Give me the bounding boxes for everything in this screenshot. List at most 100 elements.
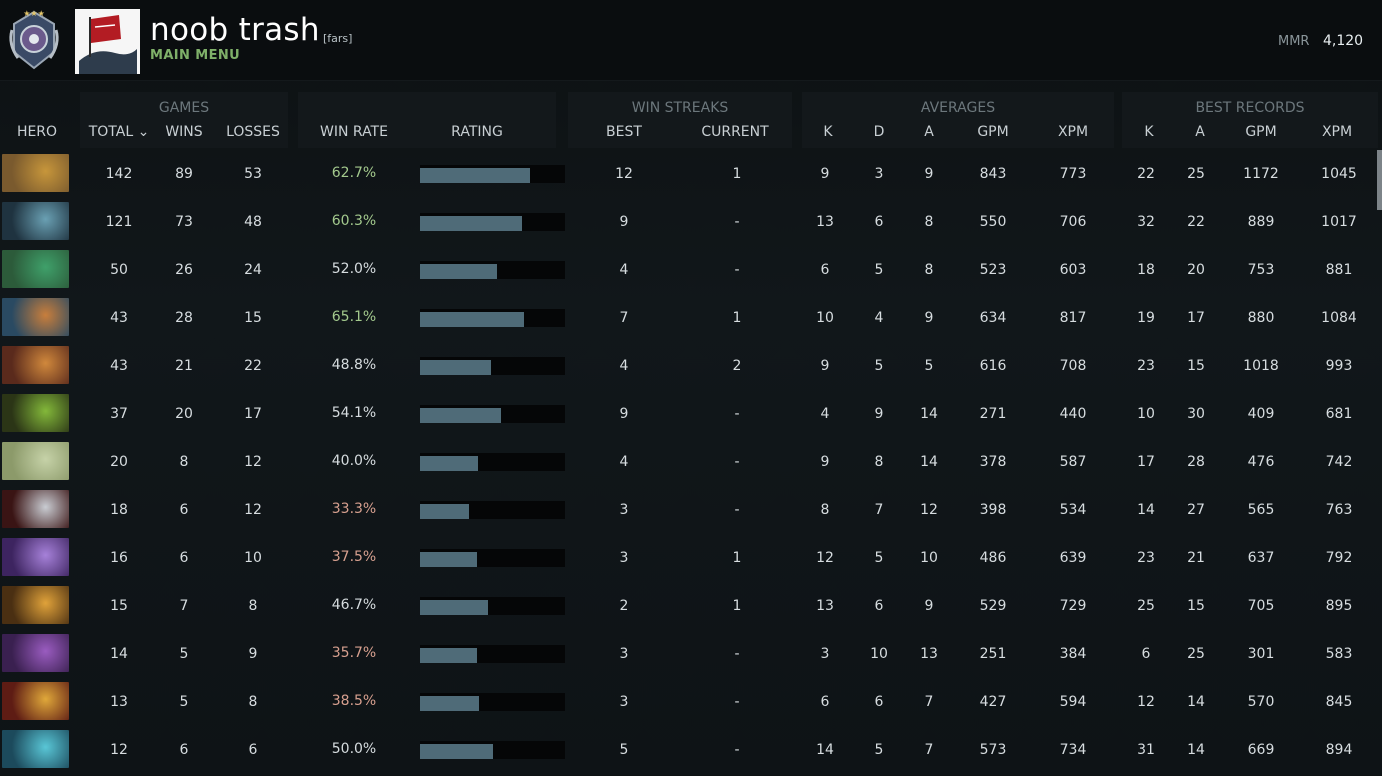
best-records-group-header xyxy=(1122,92,1378,148)
col-best-gpm[interactable]: GPM xyxy=(1245,124,1277,140)
col-best-xpm[interactable]: XPM xyxy=(1321,124,1353,140)
table-row[interactable]: 142 89 53 12 1 9 3 9 843 773 22 25 1172 1045 62.7% xyxy=(0,152,1382,200)
cell-win-rate: 54.1% xyxy=(331,405,377,421)
col-losses[interactable]: LOSSES xyxy=(226,124,280,140)
cell-losses: 8 xyxy=(248,694,258,710)
cell-current: 2 xyxy=(732,358,742,374)
table-row[interactable]: 50 26 24 4 - 6 5 8 523 603 18 20 753 881 52.0% xyxy=(0,248,1382,296)
cell-losses: 48 xyxy=(244,214,262,230)
table-row[interactable]: 15 7 8 2 1 13 6 9 529 729 25 15 705 895 46.7% xyxy=(0,584,1382,632)
hero-portrait[interactable] xyxy=(2,634,69,672)
rating-bar-fill xyxy=(420,360,491,375)
hero-portrait[interactable] xyxy=(2,394,69,432)
hero-portrait[interactable] xyxy=(2,682,69,720)
cell-wins: 7 xyxy=(179,598,189,614)
col-hero[interactable]: HERO xyxy=(16,124,58,140)
cell-win-rate: 37.5% xyxy=(331,549,377,565)
hero-portrait[interactable] xyxy=(2,250,69,288)
table-row[interactable]: 14 5 9 3 - 3 10 13 251 384 6 25 301 583 35.7% xyxy=(0,632,1382,680)
table-row[interactable]: 18 6 12 3 - 8 7 12 398 534 14 27 565 763 33.3% xyxy=(0,488,1382,536)
rating-bar xyxy=(420,453,565,471)
cell-xpm: 534 xyxy=(1059,502,1087,518)
hero-portrait[interactable] xyxy=(2,730,69,768)
hero-portrait[interactable] xyxy=(2,490,69,528)
col-wins[interactable]: WINS xyxy=(165,124,203,140)
rating-bar xyxy=(420,693,565,711)
hero-portrait[interactable] xyxy=(2,586,69,624)
rating-bar-fill xyxy=(420,264,497,279)
scrollbar-thumb[interactable] xyxy=(1377,150,1382,210)
flag-avatar-icon xyxy=(75,9,140,74)
cell-current: - xyxy=(734,406,740,422)
rating-bar xyxy=(420,597,565,615)
cell-ba: 22 xyxy=(1187,214,1205,230)
cell-win-rate: 38.5% xyxy=(331,693,377,709)
cell-bxpm: 894 xyxy=(1325,742,1353,758)
cell-k: 9 xyxy=(820,454,830,470)
cell-gpm: 398 xyxy=(979,502,1007,518)
table-row[interactable]: 16 6 10 3 1 12 5 10 486 639 23 21 637 792 37.5% xyxy=(0,536,1382,584)
cell-bxpm: 583 xyxy=(1325,646,1353,662)
cell-gpm: 634 xyxy=(979,310,1007,326)
table-row[interactable]: 43 21 22 4 2 9 5 5 616 708 23 15 1018 993 48.8% xyxy=(0,344,1382,392)
rating-bar xyxy=(420,405,565,423)
hero-portrait[interactable] xyxy=(2,538,69,576)
cell-d: 5 xyxy=(874,742,884,758)
table-row[interactable]: 13 5 8 3 - 6 6 7 427 594 12 14 570 845 38.5% xyxy=(0,680,1382,728)
cell-d: 10 xyxy=(870,646,888,662)
col-avg-d[interactable]: D xyxy=(873,124,885,140)
cell-d: 5 xyxy=(874,550,884,566)
col-best-k[interactable]: K xyxy=(1144,124,1154,140)
hero-portrait[interactable] xyxy=(2,154,69,192)
cell-bgpm: 1018 xyxy=(1243,358,1279,374)
cell-current: 1 xyxy=(732,166,742,182)
col-rating[interactable]: RATING xyxy=(451,124,503,140)
cell-wins: 26 xyxy=(175,262,193,278)
col-avg-gpm[interactable]: GPM xyxy=(977,124,1009,140)
cell-current: 1 xyxy=(732,310,742,326)
col-avg-k[interactable]: K xyxy=(823,124,833,140)
cell-win-rate: 46.7% xyxy=(331,597,377,613)
mmr-label: MMR xyxy=(1278,34,1310,49)
cell-total: 15 xyxy=(110,598,128,614)
hero-portrait[interactable] xyxy=(2,298,69,336)
table-row[interactable]: 121 73 48 9 - 13 6 8 550 706 32 22 889 1017 60.3% xyxy=(0,200,1382,248)
cell-bxpm: 1017 xyxy=(1321,214,1357,230)
cell-wins: 6 xyxy=(179,502,189,518)
cell-ba: 21 xyxy=(1187,550,1205,566)
player-avatar[interactable] xyxy=(75,9,140,74)
table-row[interactable]: 37 20 17 9 - 4 9 14 271 440 10 30 409 681 54.1% xyxy=(0,392,1382,440)
col-win-rate[interactable]: WIN RATE xyxy=(320,124,388,140)
col-streak-best[interactable]: BEST xyxy=(606,124,642,140)
cell-ba: 14 xyxy=(1187,694,1205,710)
cell-xpm: 603 xyxy=(1059,262,1087,278)
cell-losses: 53 xyxy=(244,166,262,182)
cell-bgpm: 409 xyxy=(1247,406,1275,422)
hero-portrait[interactable] xyxy=(2,442,69,480)
cell-win-rate: 65.1% xyxy=(331,309,377,325)
cell-bxpm: 681 xyxy=(1325,406,1353,422)
cell-a: 9 xyxy=(924,310,934,326)
cell-ba: 17 xyxy=(1187,310,1205,326)
cell-ba: 14 xyxy=(1187,742,1205,758)
col-avg-a[interactable]: A xyxy=(924,124,934,140)
col-streak-current[interactable]: CURRENT xyxy=(701,124,769,140)
col-best-a[interactable]: A xyxy=(1195,124,1205,140)
main-menu-link[interactable]: MAIN MENU xyxy=(150,48,241,63)
cell-xpm: 734 xyxy=(1059,742,1087,758)
cell-total: 43 xyxy=(110,358,128,374)
table-row[interactable]: 12 6 6 5 - 14 5 7 573 734 31 14 669 894 50.0% xyxy=(0,728,1382,776)
table-row[interactable]: 20 8 12 4 - 9 8 14 378 587 17 28 476 742 40.0% xyxy=(0,440,1382,488)
col-avg-xpm[interactable]: XPM xyxy=(1057,124,1089,140)
cell-d: 4 xyxy=(874,310,884,326)
cell-bxpm: 1045 xyxy=(1321,166,1357,182)
hero-portrait[interactable] xyxy=(2,346,69,384)
table-row[interactable]: 43 28 15 7 1 10 4 9 634 817 19 17 880 1084 65.1% xyxy=(0,296,1382,344)
hero-portrait[interactable] xyxy=(2,202,69,240)
col-total-sorted[interactable]: TOTAL ⌄ xyxy=(88,124,150,140)
cell-bgpm: 565 xyxy=(1247,502,1275,518)
cell-ba: 27 xyxy=(1187,502,1205,518)
rating-bar xyxy=(420,645,565,663)
cell-bk: 6 xyxy=(1141,646,1151,662)
cell-a: 8 xyxy=(924,262,934,278)
